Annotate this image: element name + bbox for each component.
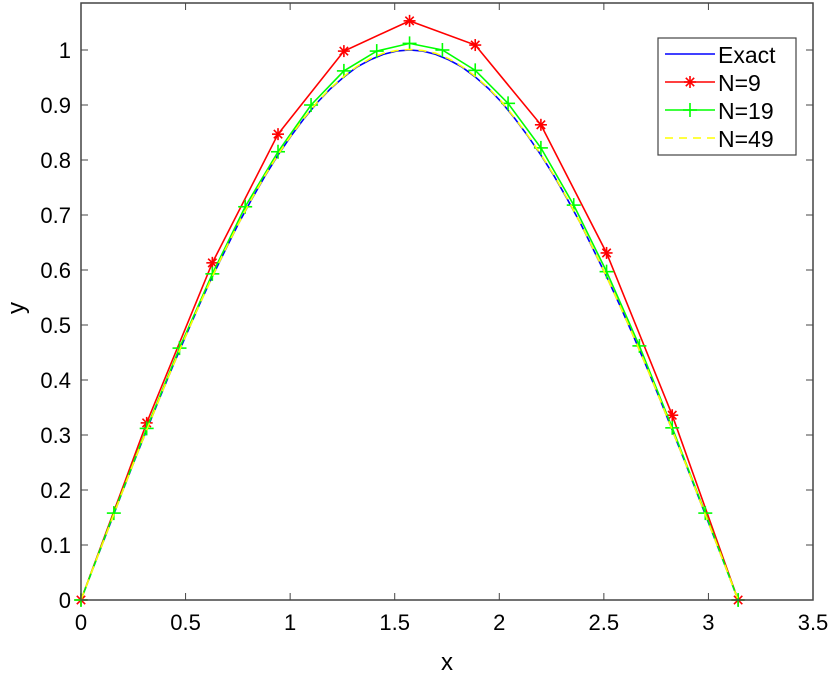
legend-label-exact: Exact	[718, 42, 776, 68]
y-tick-label: 1	[59, 38, 71, 63]
series-line-n-49	[80, 48, 739, 601]
y-tick-label: 0.7	[40, 203, 71, 228]
series-line-n-19	[80, 42, 739, 601]
data-point-n-9	[601, 248, 612, 258]
y-axis-label: y	[3, 302, 30, 314]
series-line-n-9	[80, 19, 739, 601]
x-tick-label: 3	[702, 610, 714, 635]
legend-box	[657, 37, 797, 156]
x-tick-label: 1	[284, 610, 296, 635]
y-tick-label: 0.4	[40, 368, 71, 393]
y-tick-label: 0	[59, 588, 71, 613]
data-point-n-9	[404, 16, 415, 26]
legend-marker-n-9	[685, 77, 695, 87]
y-tick-label: 0.6	[40, 258, 71, 283]
data-point-n-9	[207, 258, 218, 268]
legend-label-n-9: N=9	[718, 70, 761, 96]
x-tick-label: 2	[493, 610, 505, 635]
x-tick-label: 0	[75, 610, 87, 635]
y-tick-label: 0.2	[40, 478, 71, 503]
y-tick-label: 0.8	[40, 148, 71, 173]
data-point-n-9	[273, 129, 283, 139]
y-tick-label: 0.1	[40, 533, 71, 558]
y-tick-label: 0.3	[40, 423, 71, 448]
data-point-n-9	[536, 120, 546, 130]
data-point-n-9	[470, 40, 480, 50]
series-line-exact	[80, 49, 739, 601]
data-point-n-9	[339, 46, 349, 56]
x-tick-label: 0.5	[170, 610, 201, 635]
axes-frame	[80, 2, 814, 601]
x-axis-label: x	[441, 649, 453, 676]
data-point-n-9	[667, 410, 678, 420]
y-tick-label: 0.9	[40, 93, 71, 118]
x-tick-label: 3.5	[798, 610, 829, 635]
legend-label-n-19: N=19	[718, 98, 774, 124]
x-tick-label: 2.5	[589, 610, 620, 635]
y-tick-label: 0.5	[40, 313, 71, 338]
legend-label-n-49: N=49	[718, 126, 774, 152]
x-tick-label: 1.5	[379, 610, 410, 635]
